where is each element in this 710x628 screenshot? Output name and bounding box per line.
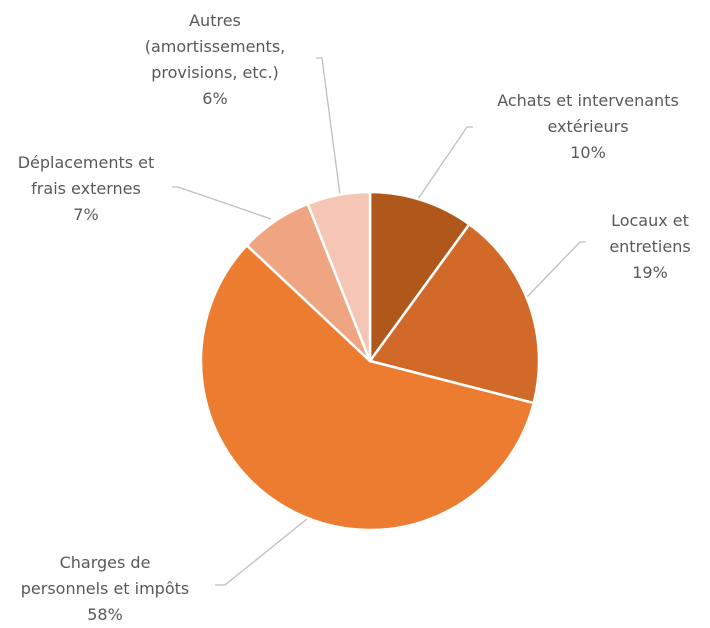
label-autres-line-2: (amortissements, xyxy=(144,37,286,56)
label-autres: Autres (amortissements, provisions, etc.… xyxy=(120,8,310,112)
leader-line-achats xyxy=(417,126,473,200)
label-charges: Charges de personnels et impôts 58% xyxy=(0,550,210,628)
pie-slice-achats xyxy=(368,190,471,363)
label-autres-line-3: provisions, etc.) xyxy=(151,63,279,82)
pie-slice-locaux xyxy=(368,223,541,405)
label-locaux-line-2: entretiens xyxy=(609,237,691,256)
leader-lines xyxy=(172,57,586,586)
label-achats-line-1: Achats et intervenants xyxy=(497,91,679,110)
label-charges-pct: 58% xyxy=(87,605,123,624)
label-locaux: Locaux et entretiens 19% xyxy=(590,208,710,286)
label-charges-line-1: Charges de xyxy=(59,553,151,572)
pie-slice-charges xyxy=(199,244,535,532)
label-deplacements-line-2: frais externes xyxy=(31,179,141,198)
label-achats: Achats et intervenants extérieurs 10% xyxy=(478,88,698,166)
leader-line-charges xyxy=(215,509,319,586)
leader-line-locaux xyxy=(525,241,586,299)
pie-slice-autres xyxy=(306,190,372,363)
label-achats-pct: 10% xyxy=(570,143,606,162)
label-autres-pct: 6% xyxy=(202,89,228,108)
label-achats-line-2: extérieurs xyxy=(547,117,629,136)
label-locaux-line-1: Locaux et xyxy=(611,211,689,230)
label-deplacements-line-1: Déplacements et xyxy=(17,153,155,172)
label-autres-line-1: Autres xyxy=(189,11,241,30)
label-deplacements: Déplacements et frais externes 7% xyxy=(0,150,172,228)
leader-line-deplacements xyxy=(172,186,272,220)
pie-slices xyxy=(199,190,541,532)
leader-line-autres xyxy=(316,57,341,196)
label-deplacements-pct: 7% xyxy=(73,205,99,224)
label-charges-line-2: personnels et impôts xyxy=(20,579,190,598)
label-locaux-pct: 19% xyxy=(632,263,668,282)
